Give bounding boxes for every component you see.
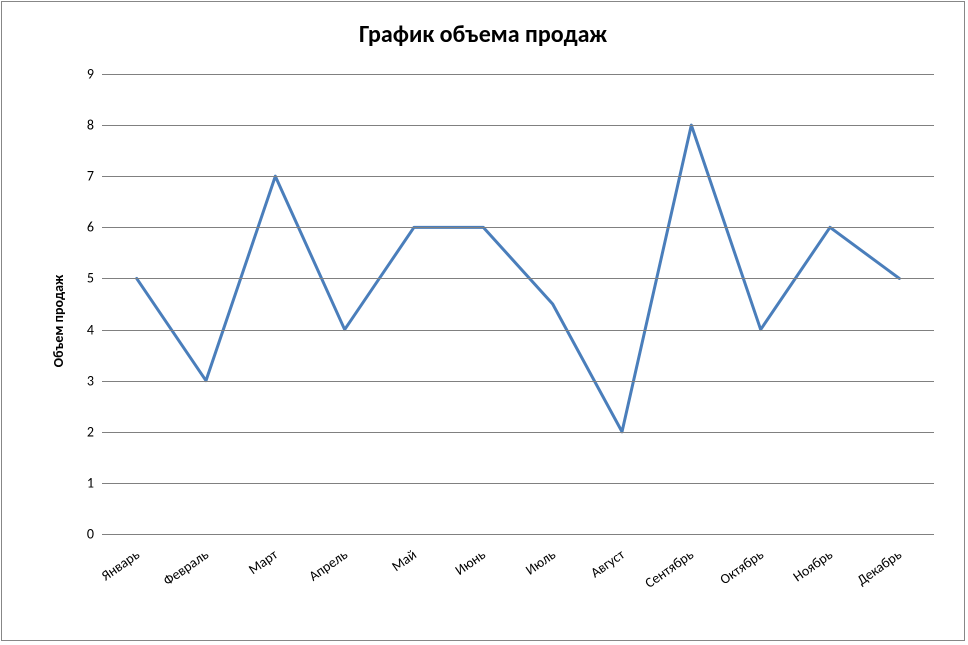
grid-line: [102, 381, 934, 382]
y-tick-label: 3: [87, 372, 94, 389]
y-tick-label: 7: [87, 168, 94, 185]
y-tick-label: 4: [87, 321, 94, 338]
chart-container: График объема продаж Объем продаж 012345…: [1, 1, 965, 641]
grid-line: [102, 227, 934, 228]
chart-title: График объема продаж: [2, 20, 964, 49]
y-tick-label: 1: [87, 474, 94, 491]
grid-line: [102, 534, 934, 535]
x-tick-label: Сентябрь: [642, 546, 697, 592]
x-tick-label: Март: [246, 546, 282, 578]
plot-area: 0123456789: [102, 74, 934, 534]
y-axis-title: Объем продаж: [50, 275, 67, 368]
x-tick-label: Август: [587, 546, 627, 581]
grid-line: [102, 74, 934, 75]
y-tick-label: 2: [87, 423, 94, 440]
x-tick-label: Декабрь: [854, 546, 905, 589]
x-tick-label: Февраль: [160, 546, 212, 589]
x-tick-label: Январь: [98, 546, 143, 584]
line-series: [102, 74, 934, 534]
x-tick-label: Апрель: [305, 546, 350, 585]
grid-line: [102, 278, 934, 279]
grid-line: [102, 125, 934, 126]
y-tick-label: 5: [87, 270, 94, 287]
grid-line: [102, 330, 934, 331]
grid-line: [102, 176, 934, 177]
x-tick-label: Октябрь: [716, 546, 766, 588]
x-tick-label: Июль: [522, 546, 558, 579]
x-axis-labels: ЯнварьФевральМартАпрельМайИюньИюльАвгуст…: [102, 542, 934, 622]
grid-line: [102, 432, 934, 433]
y-tick-label: 0: [87, 526, 94, 543]
y-tick-label: 9: [87, 66, 94, 83]
y-tick-label: 6: [87, 219, 94, 236]
x-tick-label: Июнь: [452, 546, 489, 579]
x-tick-label: Май: [388, 546, 419, 575]
x-tick-label: Ноябрь: [790, 546, 836, 585]
y-tick-label: 8: [87, 117, 94, 134]
grid-line: [102, 483, 934, 484]
